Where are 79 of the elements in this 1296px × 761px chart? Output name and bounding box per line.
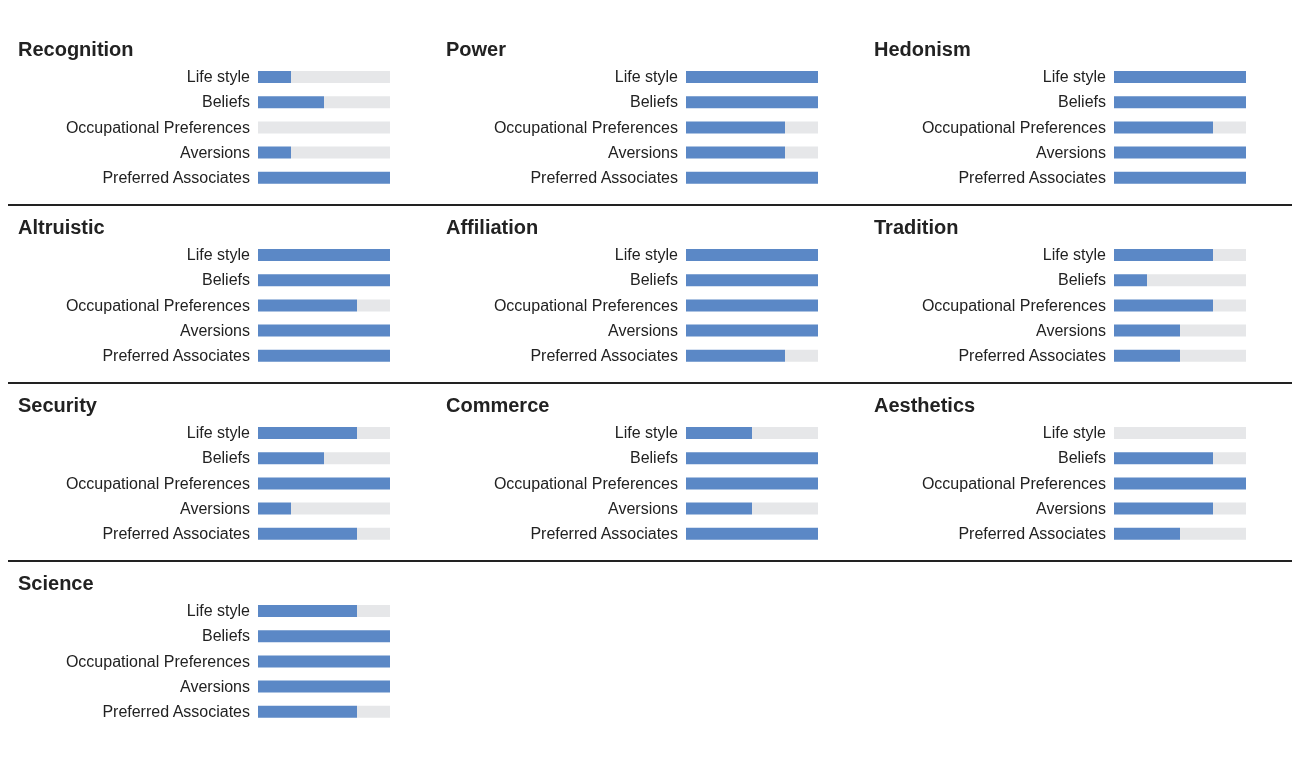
y-tick-label: Beliefs (629, 271, 678, 289)
text: Altruistic (17, 216, 106, 240)
y-tick-label: Life style (1042, 424, 1107, 442)
y-tick-label: Aversions (1036, 499, 1106, 517)
bar (324, 452, 390, 465)
y-tick-label: Beliefs (201, 627, 250, 645)
y-tick-label: Preferred Associates (530, 525, 678, 543)
bar (1114, 349, 1180, 362)
bar (1213, 249, 1246, 261)
y-tick-label: Preferred Associates (958, 525, 1106, 543)
y-tick-label: Preferred Associates (958, 169, 1106, 187)
y-tick-label: Aversions (1036, 143, 1106, 161)
y-tick-label: Preferred Associates (530, 347, 678, 365)
y-tick-label: Occupational Preferences (493, 474, 678, 492)
bar (258, 527, 357, 540)
text: Recognition (17, 38, 135, 62)
text: Power (445, 38, 508, 62)
y-tick-label: Life style (186, 246, 251, 264)
y-tick-label: Aversions (608, 321, 678, 339)
bar (1147, 274, 1246, 287)
y-tick-label: Beliefs (629, 93, 678, 111)
text: Security (17, 394, 98, 418)
text: Affiliation (445, 216, 540, 240)
bar (258, 427, 357, 439)
text: Commerce (445, 394, 551, 418)
y-tick-label: Preferred Associates (102, 525, 250, 543)
y-tick-label: Preferred Associates (102, 347, 250, 365)
y-tick-label: Beliefs (1057, 271, 1106, 289)
y-tick-label: Occupational Preferences (921, 474, 1106, 492)
y-tick-label: Aversions (180, 321, 250, 339)
y-tick-label: Life style (614, 68, 679, 86)
y-tick-label: Occupational Preferences (65, 296, 250, 314)
y-tick-label: Beliefs (629, 449, 678, 467)
y-tick-label: Beliefs (201, 93, 250, 111)
y-tick-label: Life style (1042, 246, 1107, 264)
y-tick-label: Life style (1042, 68, 1107, 86)
y-tick-label: Occupational Preferences (493, 296, 678, 314)
y-tick-label: Occupational Preferences (493, 118, 678, 136)
y-tick-label: Occupational Preferences (65, 652, 250, 670)
bar (1213, 299, 1246, 312)
bar (1114, 324, 1180, 337)
y-tick-label: Preferred Associates (102, 169, 250, 187)
y-tick-label: Occupational Preferences (65, 474, 250, 492)
y-tick-label: Life style (186, 602, 251, 620)
bar (357, 527, 390, 540)
text: Aesthetics (873, 394, 977, 418)
text: Hedonism (873, 38, 972, 62)
y-tick-label: Beliefs (201, 449, 250, 467)
y-tick-label: Life style (186, 68, 251, 86)
text: Tradition (873, 216, 960, 240)
y-tick-label: Preferred Associates (958, 347, 1106, 365)
bar (291, 502, 390, 515)
y-tick-label: Beliefs (1057, 449, 1106, 467)
y-tick-label: Occupational Preferences (65, 118, 250, 136)
y-tick-label: Preferred Associates (530, 169, 678, 187)
y-tick-label: Beliefs (1057, 93, 1106, 111)
y-tick-label: Life style (614, 246, 679, 264)
bar (1114, 299, 1213, 312)
y-tick-label: Aversions (180, 677, 250, 695)
bar (1180, 349, 1246, 362)
y-tick-label: Aversions (608, 143, 678, 161)
y-tick-label: Life style (614, 424, 679, 442)
y-tick-label: Aversions (608, 499, 678, 517)
bar (258, 502, 291, 515)
bar (1180, 324, 1246, 337)
y-tick-label: Occupational Preferences (921, 118, 1106, 136)
y-tick-label: Beliefs (201, 271, 250, 289)
y-tick-label: Preferred Associates (102, 703, 250, 721)
bar (357, 427, 390, 439)
bar (258, 452, 324, 465)
y-tick-label: Occupational Preferences (921, 296, 1106, 314)
bar (1114, 274, 1147, 287)
y-tick-label: Aversions (1036, 321, 1106, 339)
y-tick-label: Life style (186, 424, 251, 442)
y-tick-label: Aversions (180, 499, 250, 517)
y-tick-label: Aversions (180, 143, 250, 161)
text: Science (17, 572, 95, 596)
bar (1114, 249, 1213, 261)
bar (258, 477, 390, 490)
